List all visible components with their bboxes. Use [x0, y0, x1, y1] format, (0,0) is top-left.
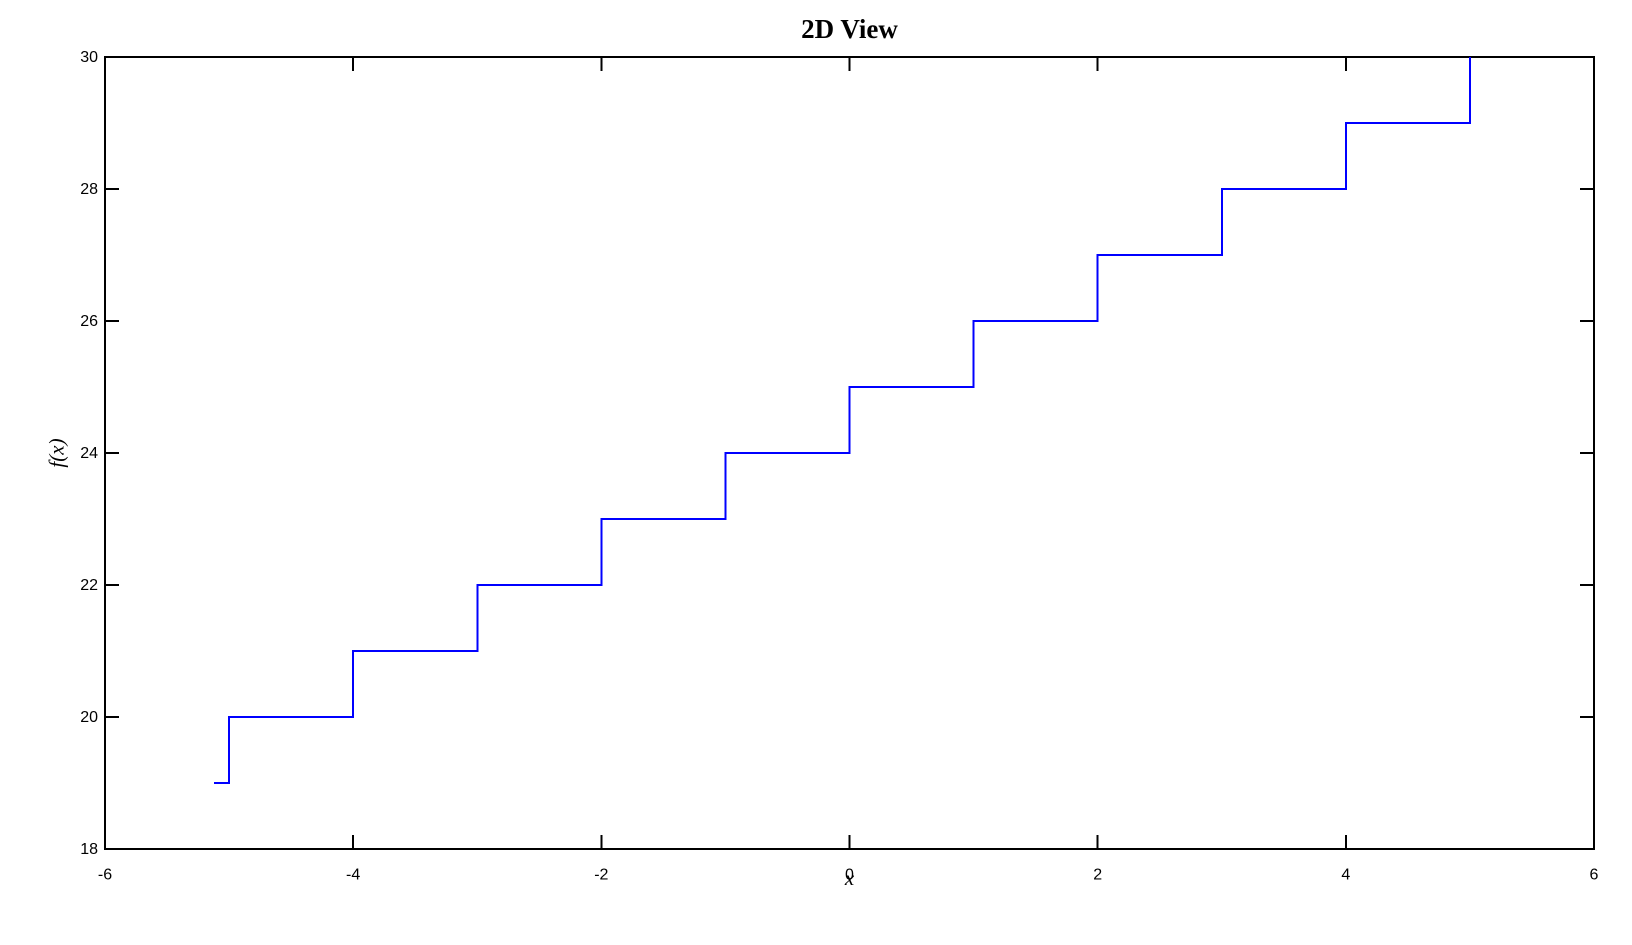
y-tick-label: 22 — [80, 577, 98, 594]
y-tick-label: 24 — [80, 445, 98, 462]
x-tick-label: 0 — [845, 866, 854, 883]
x-tick-label: -4 — [346, 866, 360, 883]
x-tick-label: 4 — [1341, 866, 1350, 883]
y-axis-label: f(x) — [44, 438, 69, 468]
step-curve — [214, 57, 1471, 784]
x-tick-label: -6 — [98, 866, 112, 883]
x-tick-label: 2 — [1093, 866, 1102, 883]
y-tick-label: 26 — [80, 313, 98, 330]
x-tick-label: 6 — [1590, 866, 1599, 883]
x-axis-label: x — [844, 866, 855, 890]
y-tick-label: 28 — [80, 181, 98, 198]
x-tick-label: -2 — [594, 866, 608, 883]
y-tick-label: 30 — [80, 49, 98, 66]
y-tick-label: 20 — [80, 709, 98, 726]
chart-title: 2D View — [801, 14, 898, 44]
y-tick-label: 18 — [80, 841, 98, 858]
